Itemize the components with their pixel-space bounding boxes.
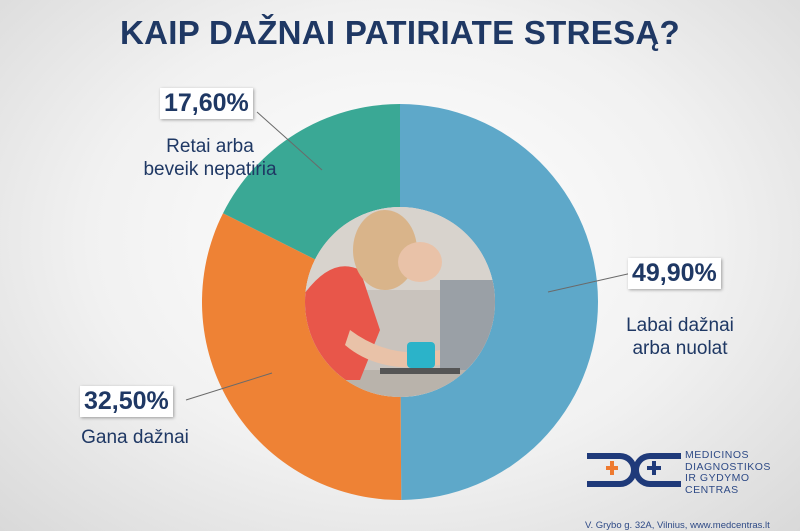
logo-address: V. Grybo g. 32A, Vilnius, www.medcentras… bbox=[585, 520, 770, 531]
slice-gana-daznai bbox=[201, 213, 402, 500]
category-label-labai: Labai dažnai arba nuolat bbox=[600, 314, 760, 360]
category-label-line: beveik nepatiria bbox=[143, 159, 277, 180]
leader-line-retai bbox=[256, 111, 323, 171]
logo-line: DIAGNOSTIKOS bbox=[685, 460, 771, 473]
logo-text: MEDICINOS DIAGNOSTIKOS IR GYDYMO CENTRAS bbox=[685, 449, 771, 496]
category-label-line: Labai dažnai bbox=[626, 315, 734, 336]
logo-line: MEDICINOS bbox=[685, 449, 750, 461]
logo-mark-icon bbox=[587, 453, 681, 487]
value-label-labai: 49,90% bbox=[628, 258, 721, 289]
category-label-gana: Gana dažnai bbox=[70, 426, 200, 449]
value-label-retai: 17,60% bbox=[160, 88, 253, 119]
chart-title: KAIP DAŽNAI PATIRIATE STRESĄ? bbox=[120, 14, 680, 51]
category-label-retai: Retai arba beveik nepatiria bbox=[130, 135, 290, 181]
category-label-line: Retai arba bbox=[166, 136, 254, 157]
category-label-line: Gana dažnai bbox=[81, 427, 189, 448]
logo-line: CENTRAS bbox=[685, 483, 739, 496]
category-label-line: arba nuolat bbox=[632, 338, 728, 359]
slice-labai-daznai bbox=[400, 104, 598, 500]
leader-line-gana bbox=[185, 372, 273, 401]
value-label-gana: 32,50% bbox=[80, 386, 173, 417]
leader-line-labai bbox=[547, 272, 633, 293]
logo-line: IR GYDYMO bbox=[685, 472, 750, 484]
slice-retai bbox=[223, 104, 400, 260]
